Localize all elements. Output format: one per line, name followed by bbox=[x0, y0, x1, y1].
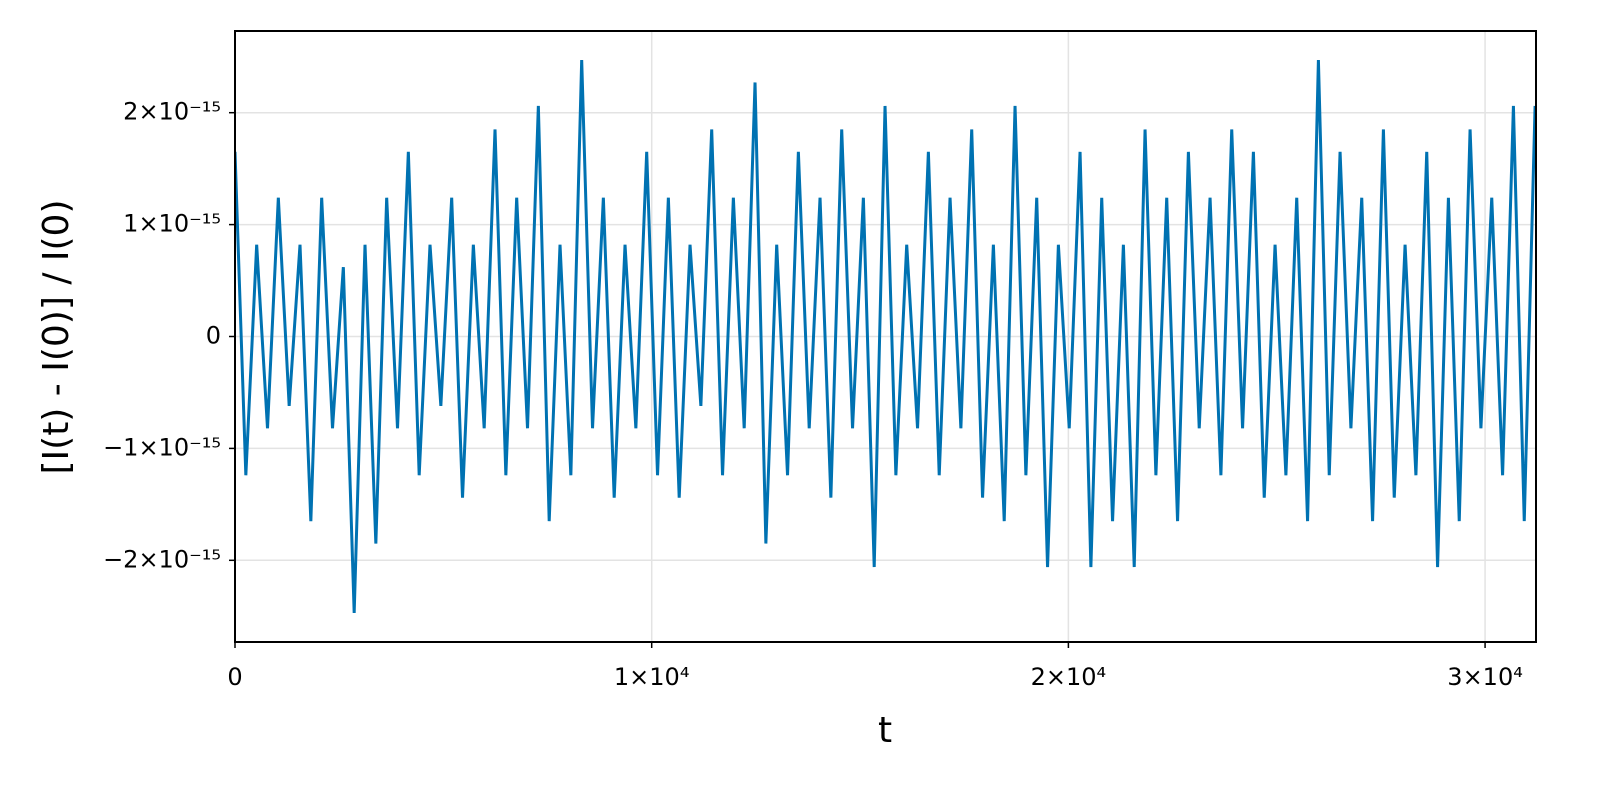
data-line bbox=[235, 60, 1536, 613]
x-axis-label: t bbox=[878, 710, 892, 751]
y-axis-label: [I(t) - I(0)] / I(0) bbox=[36, 199, 77, 474]
x-tick-label: 2×10⁴ bbox=[1031, 663, 1107, 691]
x-tick-label: 3×10⁴ bbox=[1447, 663, 1523, 691]
y-tick-label: −2×10⁻¹⁵ bbox=[103, 545, 221, 573]
y-tick-label: 0 bbox=[206, 322, 221, 350]
y-tick-label: 2×10⁻¹⁵ bbox=[123, 98, 221, 126]
y-tick-label: −1×10⁻¹⁵ bbox=[103, 433, 221, 461]
y-tick-label: 1×10⁻¹⁵ bbox=[123, 210, 221, 238]
x-tick-label: 0 bbox=[227, 663, 242, 691]
x-tick-label: 1×10⁴ bbox=[614, 663, 690, 691]
